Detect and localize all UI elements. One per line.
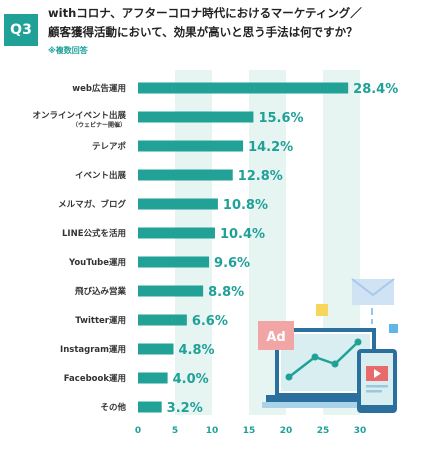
category-label: Twitter運用 [75,315,126,326]
value-label: 4.0% [173,372,209,387]
value-label: 4.8% [179,343,215,358]
blue-square-icon [389,324,398,333]
category-label: web広告運用 [72,83,126,94]
category-label: LINE公式を活用 [62,228,126,239]
bar [138,343,174,355]
bar [138,372,168,384]
question-title: withコロナ、アフターコロナ時代におけるマーケティング／ 顧客獲得活動において… [48,4,420,42]
bar [138,256,210,268]
category-label: YouTube運用 [68,257,126,268]
envelope-icon [351,278,395,324]
category-label: Facebook運用 [64,373,126,384]
ad-card-icon: Ad [258,321,294,350]
value-label: 14.2% [248,140,293,155]
value-label: 8.8% [208,285,244,300]
ad-label: Ad [266,330,285,345]
bar [138,169,233,181]
value-label: 3.2% [167,401,203,416]
bar [138,82,349,94]
bar [138,401,162,413]
value-label: 15.6% [258,111,303,126]
bar [138,285,204,297]
value-label: 12.8% [238,169,283,184]
bar [138,227,215,239]
x-tick-label: 30 [354,426,367,436]
category-label: イベント出展 [75,170,127,181]
category-label: オンラインイベント出展 [32,110,126,121]
category-label: テレアポ [92,141,127,152]
x-tick-label: 5 [172,426,178,436]
bar [138,314,187,326]
question-title-line1: withコロナ、アフターコロナ時代におけるマーケティング／ [48,6,362,20]
question-title-line2: 顧客獲得活動において、効果が高いと思う手法は何ですか？ [48,25,358,39]
value-label: 28.4% [353,82,398,97]
smartphone-icon [357,349,397,413]
category-label: その他 [100,402,126,413]
category-label: Instagram運用 [60,344,126,355]
value-label: 6.6% [192,314,228,329]
value-label: 10.8% [223,198,268,213]
bar [138,140,244,152]
x-tick-label: 0 [135,426,141,436]
x-tick-label: 20 [280,426,293,436]
question-badge: Q3 [4,14,38,46]
value-label: 10.4% [220,227,265,242]
category-label: 飛び込み営業 [74,286,127,297]
bar [138,198,218,210]
x-tick-label: 25 [317,426,330,436]
yellow-square-icon [316,304,328,316]
x-tick-label: 15 [243,426,256,436]
x-axis-ticks: 0 5 10 15 20 25 30 [135,426,366,436]
grid-bands [175,70,360,415]
x-tick-label: 10 [206,426,219,436]
grid-band [175,70,212,415]
category-sublabel: （ウェビナー開催） [72,121,126,129]
marketing-illustration: Ad [258,278,398,413]
category-label: メルマガ、ブログ [58,199,126,210]
bars [138,82,349,413]
bar [138,111,254,123]
value-labels: 28.4% 15.6% 14.2% 12.8% 10.8% 10.4% 9.6% 8.8% 6.… [167,82,399,416]
multiple-answer-note: ※複数回答 [48,46,88,55]
value-label: 9.6% [214,256,250,271]
